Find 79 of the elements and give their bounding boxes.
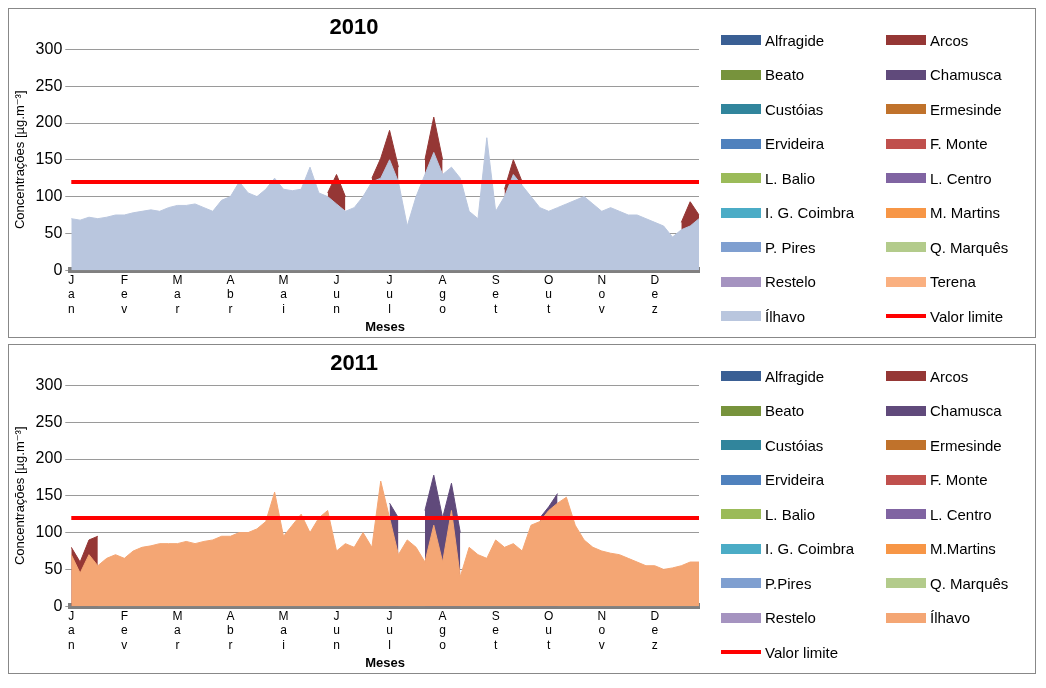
legend-label: Ílhavo — [765, 307, 806, 325]
legend-label: Arcos — [930, 367, 969, 385]
x-tick-label: Jan — [67, 272, 75, 316]
legend-label: L. Centro — [930, 169, 992, 187]
legend-label: Chamusca — [930, 66, 1002, 84]
x-tick-label: Mar — [172, 272, 183, 316]
x-tick-label: Jul — [386, 608, 393, 652]
legend-label: Q. Marquês — [930, 574, 1009, 592]
legend-label: Custóias — [765, 100, 824, 118]
legend-label: Beato — [765, 402, 805, 420]
y-tick-label: 50 — [44, 223, 63, 241]
x-tick-label: Out — [544, 608, 554, 652]
x-tick-label: Dez — [650, 608, 660, 652]
y-axis-title: Concentrações [µg.m⁻³] — [12, 90, 28, 230]
legend-label: Restelo — [765, 273, 816, 291]
x-tick-label: Abr — [226, 608, 235, 652]
legend-label: Alfragide — [765, 367, 825, 385]
x-tick-label: Mai — [278, 272, 289, 316]
y-tick-label: 100 — [35, 187, 63, 205]
y-tick-label: 50 — [44, 559, 63, 577]
x-tick-label: Set — [491, 608, 500, 652]
y-tick-label: 250 — [35, 76, 63, 94]
legend-label: P.Pires — [765, 574, 812, 592]
y-tick-label: 0 — [53, 596, 63, 614]
x-tick-label: Ago — [438, 608, 447, 652]
chart-title: 2011 — [330, 350, 378, 376]
legend-label: Ervideira — [765, 471, 825, 489]
legend-label: Ermesinde — [930, 100, 1002, 118]
x-tick-label: Ago — [438, 272, 447, 316]
legend-label: Terena — [930, 273, 976, 291]
legend-label: I. G. Coimbra — [765, 204, 855, 222]
x-tick-label: Dez — [650, 272, 660, 316]
y-tick-label: 250 — [35, 412, 63, 430]
y-tick-label: 150 — [35, 150, 63, 168]
x-tick-label: Out — [544, 272, 554, 316]
x-tick-label: Jun — [333, 272, 340, 316]
y-tick-label: 150 — [35, 486, 63, 504]
y-tick-label: 100 — [35, 523, 63, 541]
legend-label: Q. Marquês — [930, 238, 1009, 256]
legend-label: I. G. Coimbra — [765, 540, 855, 558]
legend-label: Ermesinde — [930, 436, 1002, 454]
legend-label: F. Monte — [930, 135, 988, 153]
legend-label: L. Balio — [765, 169, 816, 187]
legend-label: Alfragide — [765, 31, 825, 49]
legend-label: P. Pires — [765, 238, 816, 256]
x-tick-label: Jan — [67, 608, 75, 652]
x-axis-title: Meses — [365, 654, 406, 670]
legend-label: Arcos — [930, 31, 969, 49]
legend-label: Ílhavo — [930, 609, 971, 627]
legend-label: Restelo — [765, 609, 816, 627]
legend-label: M.Martins — [930, 540, 996, 558]
legend-label: L. Centro — [930, 505, 992, 523]
legend-label: Ervideira — [765, 135, 825, 153]
legend-label: M. Martins — [930, 204, 1001, 222]
x-tick-label: Set — [491, 272, 500, 316]
y-tick-label: 0 — [53, 260, 63, 278]
x-tick-label: Abr — [226, 272, 235, 316]
legend-label: Beato — [765, 66, 805, 84]
legend-label: Valor limite — [765, 643, 839, 661]
x-tick-label: Nov — [597, 608, 607, 652]
x-tick-label: Jul — [386, 272, 393, 316]
legend-label: L. Balio — [765, 505, 816, 523]
chart-title: 2010 — [329, 14, 379, 40]
legend-label: F. Monte — [930, 471, 988, 489]
y-tick-label: 300 — [35, 375, 63, 393]
x-tick-label: Jun — [333, 608, 340, 652]
x-axis-title: Meses — [365, 318, 406, 334]
x-tick-label: Fev — [120, 608, 129, 652]
y-tick-label: 300 — [35, 39, 63, 57]
legend-label: Chamusca — [930, 402, 1002, 420]
legend-label: Custóias — [765, 436, 824, 454]
x-tick-label: Mai — [278, 608, 289, 652]
y-tick-label: 200 — [35, 113, 63, 131]
x-tick-label: Fev — [120, 272, 129, 316]
y-tick-label: 200 — [35, 449, 63, 467]
x-tick-label: Mar — [172, 608, 183, 652]
legend-label: Valor limite — [930, 307, 1004, 325]
y-axis-title: Concentrações [µg.m⁻³] — [12, 426, 28, 566]
x-tick-label: Nov — [597, 272, 607, 316]
